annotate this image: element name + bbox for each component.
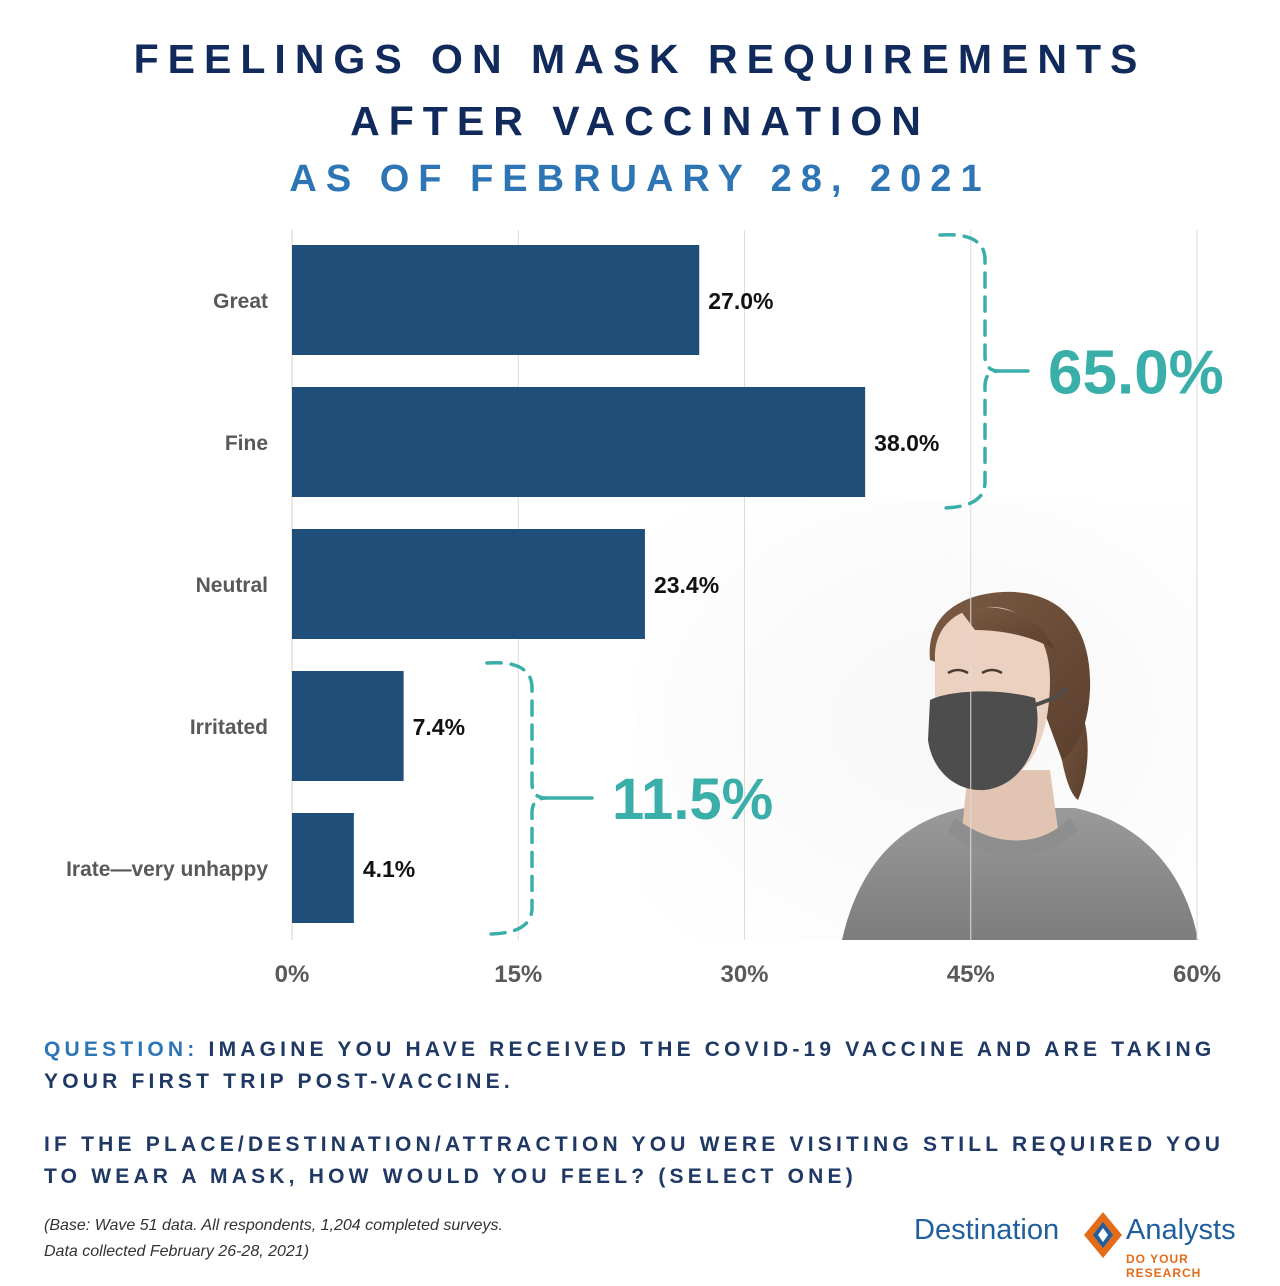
bracket-label: 11.5% <box>612 767 773 832</box>
category-label: Great <box>213 290 268 313</box>
logo-tagline: DO YOUR RESEARCH <box>1126 1252 1202 1280</box>
value-labels: 27.0% 38.0% 23.4% 7.4% 4.1% <box>363 288 940 882</box>
category-labels: Great Fine Neutral Irritated Irate—very unha… <box>66 290 268 881</box>
data-label: 7.4% <box>413 714 465 740</box>
category-label: Irate—very unhappy <box>66 858 268 881</box>
x-axis-tick-labels: 0% 15% 30% 45% 60% <box>275 961 1221 988</box>
footnote-line-2: Data collected February 26-28, 2021) <box>44 1243 310 1260</box>
x-tick-label: 60% <box>1173 961 1221 988</box>
footnote-line-1: (Base: Wave 51 data. All respondents, 1,… <box>44 1217 503 1234</box>
question-part-1: IMAGINE YOU HAVE RECEIVED THE COVID-19 V… <box>44 1038 1216 1093</box>
data-label: 23.4% <box>654 572 719 598</box>
woman-wearing-mask-photo <box>638 502 1198 940</box>
bar <box>292 813 354 923</box>
chart-subtitle: AS OF FEBRUARY 28, 2021 <box>289 158 991 200</box>
diamond-logo-icon <box>1084 1212 1122 1258</box>
data-label: 27.0% <box>708 288 773 314</box>
bar <box>292 529 645 639</box>
category-label: Irritated <box>190 716 268 739</box>
bracket <box>485 660 547 936</box>
question-text-2: IF THE PLACE/DESTINATION/ATTRACTION YOU … <box>44 1133 1225 1188</box>
question-label: QUESTION: <box>44 1038 199 1061</box>
footnote: (Base: Wave 51 data. All respondents, 1,… <box>44 1213 744 1265</box>
x-tick-label: 45% <box>947 961 995 988</box>
logo-word-destination: Destination <box>914 1214 1060 1246</box>
chart-title-line-2: AFTER VACCINATION <box>350 98 930 144</box>
category-label: Fine <box>225 432 268 455</box>
bar <box>292 387 866 497</box>
category-label: Neutral <box>196 574 268 597</box>
bracket-label: 65.0% <box>1048 338 1224 407</box>
x-tick-label: 0% <box>275 961 310 988</box>
data-label: 38.0% <box>874 430 939 456</box>
question-text-1: QUESTION: IMAGINE YOU HAVE RECEIVED THE … <box>44 1034 1264 1098</box>
bracket <box>938 232 1000 510</box>
chart-title-line-1: FEELINGS ON MASK REQUIREMENTS <box>133 36 1147 82</box>
bar <box>292 671 404 781</box>
logo-word-analysts: Analysts <box>1126 1214 1236 1246</box>
bar-chart: Great Fine Neutral Irritated Irate—very unha… <box>66 230 1224 988</box>
data-label: 4.1% <box>363 856 415 882</box>
bars <box>292 245 866 923</box>
x-tick-label: 15% <box>494 961 542 988</box>
group-annotations: 65.0% 11.5% <box>485 232 1224 936</box>
destination-analysts-logo: Destination Analysts DO YOUR RESEARCH <box>914 1206 1264 1280</box>
bar <box>292 245 700 355</box>
x-tick-label: 30% <box>720 961 768 988</box>
